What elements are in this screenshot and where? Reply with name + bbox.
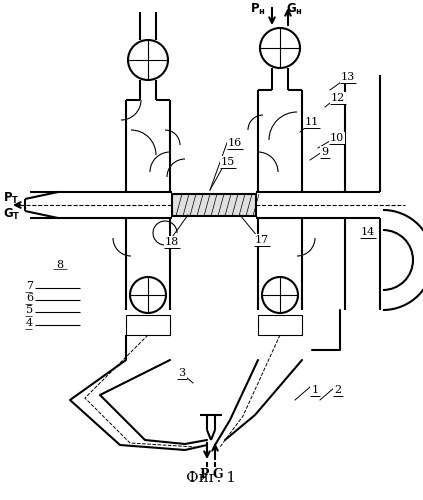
Text: G: G — [213, 468, 223, 481]
Text: 5: 5 — [26, 305, 33, 315]
Text: 9: 9 — [321, 147, 329, 157]
Text: 13: 13 — [341, 72, 355, 82]
Text: 15: 15 — [221, 157, 235, 167]
Text: $\mathbf{P_T}$: $\mathbf{P_T}$ — [3, 190, 19, 206]
Text: 8: 8 — [56, 260, 63, 270]
Text: 17: 17 — [255, 235, 269, 245]
Text: 3: 3 — [179, 368, 186, 378]
Text: Фиг. 1: Фиг. 1 — [186, 471, 236, 485]
Text: 4: 4 — [26, 318, 33, 328]
Bar — [172, 194, 256, 216]
Text: $\mathbf{G_н}$: $\mathbf{G_н}$ — [286, 2, 303, 17]
Text: 14: 14 — [361, 227, 375, 237]
Text: 18: 18 — [165, 237, 179, 247]
Text: 16: 16 — [228, 138, 242, 148]
Text: $\mathbf{G_T}$: $\mathbf{G_T}$ — [3, 206, 20, 222]
Bar — [126, 315, 170, 335]
Text: $\mathbf{P_н}$: $\mathbf{P_н}$ — [250, 2, 266, 17]
Text: P: P — [199, 468, 209, 481]
Bar — [258, 315, 302, 335]
Text: 7: 7 — [26, 281, 33, 291]
Text: 6: 6 — [26, 293, 33, 303]
Text: 10: 10 — [330, 133, 344, 143]
Text: 11: 11 — [305, 117, 319, 127]
Text: 2: 2 — [335, 385, 341, 395]
Text: 1: 1 — [311, 385, 319, 395]
Text: 12: 12 — [331, 93, 345, 103]
